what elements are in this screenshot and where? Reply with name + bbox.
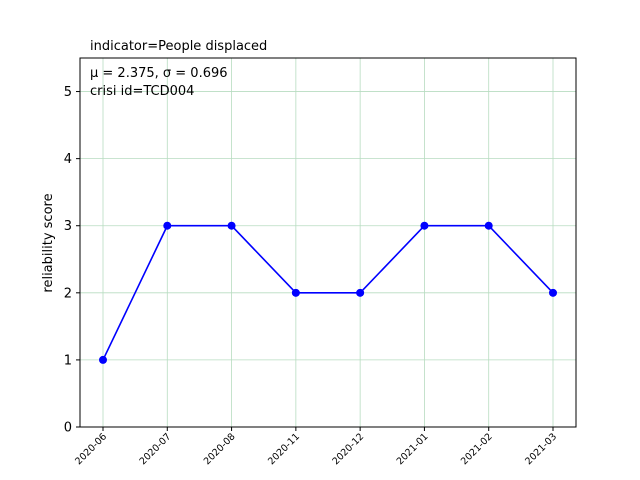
plot-frame [79,57,577,428]
data-point [291,288,300,297]
y-tick-label: 2 [64,286,72,301]
crisis-id-annotation: crisi id=TCD004 [90,84,194,99]
y-axis-label: reliability score [41,193,56,292]
data-point [549,288,557,297]
y-tick-label: 5 [64,85,72,100]
data-point [420,221,429,230]
data-point [227,221,236,230]
data-point [99,355,107,364]
data-point [163,221,172,230]
y-tick-label: 1 [64,353,72,368]
data-series [99,221,557,364]
data-point [356,288,365,297]
chart-title: indicator=People displaced [90,39,267,54]
y-tick-label: 0 [64,421,72,436]
y-tick-label: 4 [64,152,72,167]
data-point [484,221,493,230]
y-axis: 0 1 2 3 4 5 [64,85,80,436]
stats-annotation: μ = 2.375, σ = 0.696 [90,66,228,81]
y-tick-label: 3 [64,219,72,234]
series-line [102,224,554,361]
